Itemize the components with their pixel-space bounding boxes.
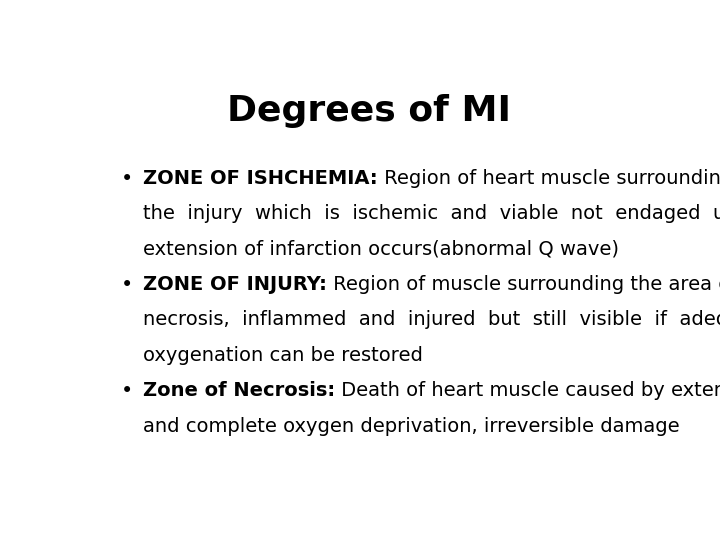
Text: Zone of Necrosis:: Zone of Necrosis: — [143, 381, 335, 400]
Text: the  injury  which  is  ischemic  and  viable  not  endaged  until: the injury which is ischemic and viable … — [143, 204, 720, 223]
Text: ZONE OF ISHCHEMIA:: ZONE OF ISHCHEMIA: — [143, 168, 377, 188]
Text: Region of heart muscle surrounding: Region of heart muscle surrounding — [377, 168, 720, 188]
Text: necrosis,  inflammed  and  injured  but  still  visible  if  adequate: necrosis, inflammed and injured but stil… — [143, 310, 720, 329]
Text: extension of infarction occurs(abnormal Q wave): extension of infarction occurs(abnormal … — [143, 240, 619, 259]
Text: •: • — [121, 381, 133, 401]
Text: Degrees of MI: Degrees of MI — [227, 94, 511, 128]
Text: oxygenation can be restored: oxygenation can be restored — [143, 346, 423, 365]
Text: ZONE OF INJURY:: ZONE OF INJURY: — [143, 275, 327, 294]
Text: Death of heart muscle caused by extensive: Death of heart muscle caused by extensiv… — [335, 381, 720, 400]
Text: and complete oxygen deprivation, irreversible damage: and complete oxygen deprivation, irrever… — [143, 417, 680, 436]
Text: •: • — [121, 168, 133, 189]
Text: Region of muscle surrounding the area of: Region of muscle surrounding the area of — [327, 275, 720, 294]
Text: •: • — [121, 275, 133, 295]
